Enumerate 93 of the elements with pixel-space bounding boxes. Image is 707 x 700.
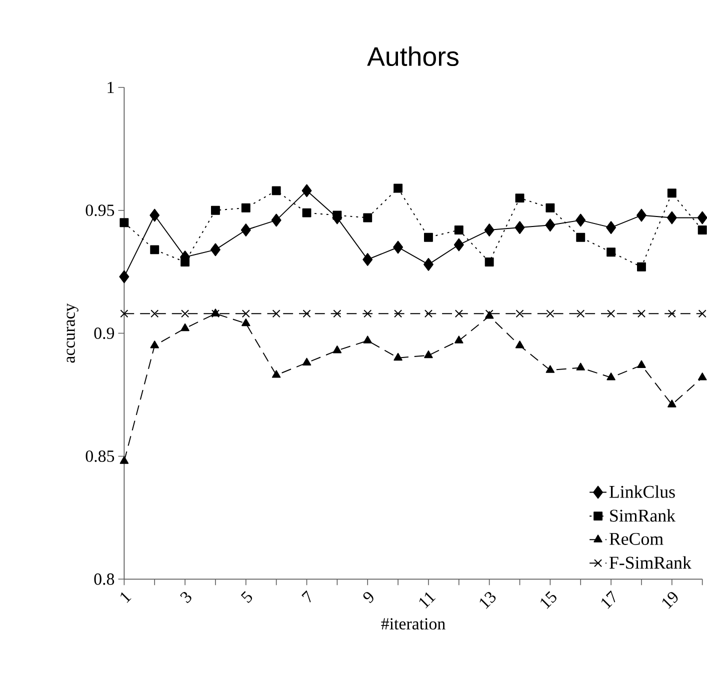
point bbox=[514, 220, 525, 234]
x-tick-label: 5 bbox=[240, 590, 252, 603]
point bbox=[150, 309, 159, 318]
point bbox=[484, 223, 494, 236]
point bbox=[363, 213, 372, 222]
point bbox=[120, 456, 129, 464]
point bbox=[394, 184, 403, 193]
point bbox=[302, 184, 312, 197]
point bbox=[484, 257, 494, 266]
point bbox=[424, 309, 432, 318]
point bbox=[576, 214, 586, 226]
y-tick-label: 0.8 bbox=[94, 573, 114, 585]
point bbox=[516, 309, 524, 318]
point bbox=[332, 345, 342, 354]
point bbox=[606, 220, 616, 234]
point bbox=[362, 252, 373, 266]
point bbox=[242, 309, 250, 318]
point bbox=[637, 309, 646, 318]
point bbox=[210, 206, 220, 215]
point bbox=[302, 309, 311, 318]
point bbox=[393, 240, 404, 254]
point bbox=[637, 262, 646, 272]
point bbox=[637, 360, 646, 368]
point bbox=[241, 203, 250, 212]
point bbox=[606, 248, 616, 256]
point bbox=[668, 399, 676, 408]
point bbox=[120, 309, 128, 318]
y-tick-label: 0.85 bbox=[86, 450, 114, 462]
x-tick-label: 3 bbox=[180, 592, 192, 603]
point bbox=[424, 258, 434, 271]
x-axis-title: #iteration bbox=[381, 618, 446, 630]
point bbox=[180, 323, 190, 331]
point bbox=[394, 352, 402, 360]
point bbox=[454, 238, 464, 252]
point bbox=[272, 186, 281, 195]
point bbox=[667, 188, 676, 198]
point bbox=[332, 210, 342, 220]
point bbox=[698, 309, 706, 318]
legend-label: ReCom bbox=[609, 532, 664, 545]
point bbox=[150, 245, 160, 254]
point bbox=[668, 309, 676, 318]
legend-label: LinkClus bbox=[609, 485, 675, 498]
point bbox=[666, 211, 677, 224]
point bbox=[515, 340, 524, 348]
y-axis-title: accuracy bbox=[66, 303, 78, 363]
point bbox=[302, 208, 312, 218]
point bbox=[515, 193, 524, 202]
legend-label: SimRank bbox=[610, 508, 676, 522]
x-tick-label: 1 bbox=[120, 592, 132, 603]
point bbox=[454, 309, 463, 318]
point bbox=[546, 309, 554, 318]
point bbox=[546, 203, 555, 212]
y-tick-label: 0.9 bbox=[94, 327, 114, 339]
point bbox=[606, 372, 616, 380]
point bbox=[180, 257, 190, 266]
point bbox=[576, 362, 585, 370]
point bbox=[364, 309, 372, 318]
x-tick-label: 13 bbox=[480, 592, 496, 609]
point bbox=[181, 309, 190, 318]
legend-label: F-SimRank bbox=[609, 556, 692, 569]
x-tick-label: 7 bbox=[302, 590, 311, 602]
point bbox=[150, 340, 159, 348]
chart-title: Authors bbox=[367, 46, 459, 66]
point bbox=[424, 350, 433, 358]
point bbox=[424, 232, 433, 242]
point bbox=[545, 218, 556, 232]
point bbox=[240, 223, 251, 236]
point bbox=[272, 309, 280, 318]
x-tick-label: 17 bbox=[601, 590, 616, 609]
point bbox=[576, 232, 586, 242]
y-tick-label: 1 bbox=[108, 82, 114, 93]
point bbox=[546, 365, 555, 373]
point bbox=[394, 309, 402, 318]
point bbox=[120, 218, 129, 227]
point bbox=[576, 309, 585, 318]
point bbox=[636, 208, 646, 222]
x-tick-label: 9 bbox=[363, 592, 374, 603]
point bbox=[333, 309, 342, 318]
point bbox=[607, 309, 616, 318]
y-tick-label: 0.95 bbox=[86, 204, 114, 216]
x-tick-label: 19 bbox=[662, 592, 678, 609]
point bbox=[454, 336, 464, 344]
point bbox=[454, 225, 464, 234]
point bbox=[119, 270, 130, 284]
point bbox=[363, 336, 372, 344]
point bbox=[210, 243, 220, 256]
point bbox=[302, 358, 312, 366]
x-tick-label: 11 bbox=[419, 592, 436, 608]
point bbox=[272, 370, 281, 378]
x-tick-label: 15 bbox=[540, 591, 556, 609]
point bbox=[271, 214, 282, 226]
point bbox=[150, 208, 160, 222]
point bbox=[242, 318, 250, 326]
